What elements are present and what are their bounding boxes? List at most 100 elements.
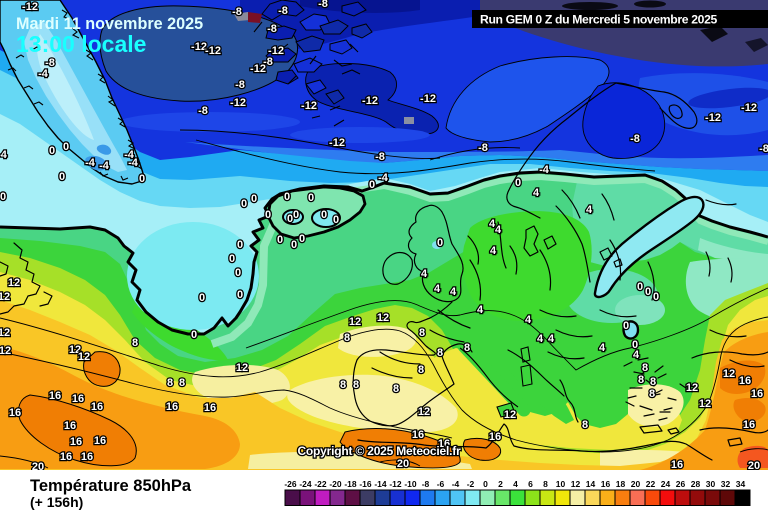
svg-text:-12: -12 <box>705 112 721 124</box>
svg-text:-12: -12 <box>230 97 246 109</box>
svg-text:-16: -16 <box>359 479 372 489</box>
svg-text:0: 0 <box>191 329 197 341</box>
svg-text:-12: -12 <box>362 95 378 107</box>
svg-text:0: 0 <box>63 141 69 153</box>
svg-text:-20: -20 <box>329 479 342 489</box>
svg-text:(+ 156h): (+ 156h) <box>30 494 83 510</box>
svg-text:14: 14 <box>586 479 596 489</box>
svg-text:12: 12 <box>349 316 361 328</box>
svg-text:0: 0 <box>632 339 638 351</box>
svg-text:0: 0 <box>333 214 339 226</box>
svg-text:16: 16 <box>91 401 103 413</box>
svg-text:-8: -8 <box>267 23 277 35</box>
svg-text:0: 0 <box>308 192 314 204</box>
svg-text:4: 4 <box>477 304 484 316</box>
svg-text:4: 4 <box>586 204 593 216</box>
svg-text:0: 0 <box>437 237 443 249</box>
svg-text:-8: -8 <box>478 142 488 154</box>
svg-text:-12: -12 <box>741 102 757 114</box>
svg-text:0: 0 <box>277 234 283 246</box>
svg-text:-12: -12 <box>420 93 436 105</box>
svg-text:16: 16 <box>64 420 76 432</box>
svg-text:12: 12 <box>504 409 516 421</box>
svg-text:8: 8 <box>649 388 655 400</box>
svg-text:0: 0 <box>299 233 305 245</box>
svg-text:-18: -18 <box>344 479 357 489</box>
svg-text:0: 0 <box>623 320 629 332</box>
svg-text:0: 0 <box>483 479 488 489</box>
svg-text:-10: -10 <box>404 479 417 489</box>
svg-text:0: 0 <box>369 179 375 191</box>
svg-text:10: 10 <box>556 479 566 489</box>
svg-text:0: 0 <box>235 267 241 279</box>
svg-text:4: 4 <box>495 224 502 236</box>
svg-text:-14: -14 <box>374 479 387 489</box>
svg-text:8: 8 <box>582 419 588 431</box>
svg-text:16: 16 <box>72 393 84 405</box>
svg-text:12: 12 <box>377 312 389 324</box>
svg-text:0: 0 <box>284 191 290 203</box>
svg-text:6: 6 <box>528 479 533 489</box>
svg-text:0: 0 <box>293 209 299 221</box>
svg-text:12: 12 <box>236 362 248 374</box>
svg-text:0: 0 <box>321 209 327 221</box>
svg-text:0: 0 <box>0 191 6 203</box>
svg-text:12: 12 <box>0 327 10 339</box>
svg-text:16: 16 <box>60 451 72 463</box>
svg-text:0: 0 <box>291 239 297 251</box>
svg-text:16: 16 <box>743 419 755 431</box>
svg-text:8: 8 <box>543 479 548 489</box>
svg-text:16: 16 <box>438 438 450 450</box>
svg-text:16: 16 <box>70 436 82 448</box>
svg-text:16: 16 <box>751 388 763 400</box>
svg-text:-8: -8 <box>375 151 385 163</box>
svg-text:-12: -12 <box>329 137 345 149</box>
svg-text:8: 8 <box>353 379 359 391</box>
svg-text:8: 8 <box>393 383 399 395</box>
svg-text:0: 0 <box>287 213 293 225</box>
svg-text:0: 0 <box>229 253 235 265</box>
svg-text:-8: -8 <box>318 0 328 10</box>
svg-text:-12: -12 <box>250 63 266 75</box>
svg-text:20: 20 <box>748 460 760 472</box>
svg-text:-22: -22 <box>314 479 327 489</box>
svg-text:8: 8 <box>340 379 346 391</box>
svg-text:4: 4 <box>548 333 555 345</box>
svg-text:16: 16 <box>81 451 93 463</box>
svg-text:-4: -4 <box>0 149 8 161</box>
svg-text:4: 4 <box>633 349 640 361</box>
svg-text:0: 0 <box>645 286 651 298</box>
svg-text:12: 12 <box>418 406 430 418</box>
svg-text:8: 8 <box>344 332 350 344</box>
svg-text:-26: -26 <box>284 479 297 489</box>
svg-text:8: 8 <box>167 377 173 389</box>
svg-text:12: 12 <box>723 368 735 380</box>
svg-text:30: 30 <box>706 479 716 489</box>
svg-text:4: 4 <box>537 333 544 345</box>
svg-text:12: 12 <box>571 479 581 489</box>
svg-text:16: 16 <box>739 375 751 387</box>
svg-text:16: 16 <box>49 390 61 402</box>
svg-text:-4: -4 <box>452 479 460 489</box>
svg-text:4: 4 <box>599 342 606 354</box>
svg-text:-8: -8 <box>235 79 245 91</box>
svg-text:16: 16 <box>601 479 611 489</box>
svg-text:4: 4 <box>489 218 496 230</box>
svg-text:0: 0 <box>139 173 145 185</box>
svg-text:0: 0 <box>237 239 243 251</box>
svg-text:8: 8 <box>638 374 644 386</box>
svg-text:-8: -8 <box>198 105 208 117</box>
svg-text:16: 16 <box>166 401 178 413</box>
svg-text:22: 22 <box>646 479 656 489</box>
svg-text:0: 0 <box>237 289 243 301</box>
svg-text:16: 16 <box>204 402 216 414</box>
svg-text:8: 8 <box>650 376 656 388</box>
svg-text:16: 16 <box>489 431 501 443</box>
svg-text:4: 4 <box>533 187 540 199</box>
svg-text:0: 0 <box>49 145 55 157</box>
svg-text:-12: -12 <box>268 45 284 57</box>
svg-text:-12: -12 <box>191 41 207 53</box>
svg-text:0: 0 <box>637 281 643 293</box>
svg-text:-8: -8 <box>422 479 430 489</box>
svg-text:16: 16 <box>94 435 106 447</box>
